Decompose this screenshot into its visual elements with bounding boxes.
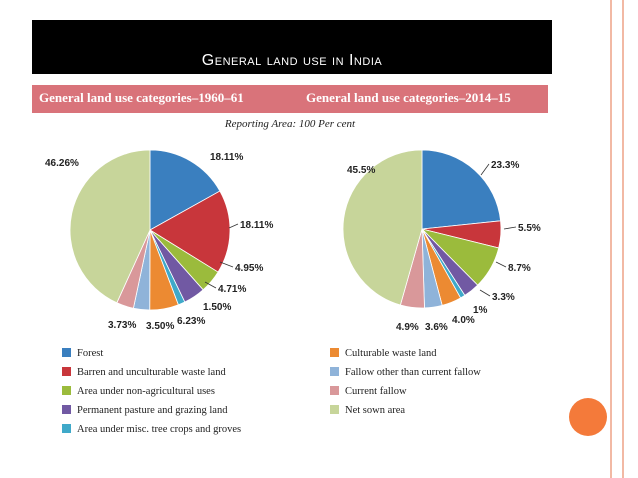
label-leader-pasture — [479, 289, 491, 297]
legend: Forest Barren and unculturable waste land… — [62, 348, 481, 435]
legend-swatch-current_fallow — [330, 386, 339, 395]
data-label-pasture: 3.3% — [492, 292, 515, 303]
legend-swatch-barren — [62, 367, 71, 376]
data-label-non_agri: 8.7% — [508, 263, 531, 274]
legend-swatch-forest — [62, 348, 71, 357]
slide-title: General land use in India — [201, 52, 383, 69]
label-leader-forest — [480, 163, 490, 176]
chart-subtitle: Reporting Area: 100 Per cent — [224, 118, 356, 130]
data-label-fallow_other: 3.6% — [425, 322, 448, 333]
pie-slice-net_sown — [342, 149, 423, 306]
legend-label-fallow_other: Fallow other than current fallow — [345, 367, 481, 378]
band-left-title: General land use categories–1960–61 — [39, 90, 244, 105]
legend-swatch-pasture — [62, 405, 71, 414]
data-label-forest: 18.11% — [210, 152, 243, 163]
pie-chart-2: 23.3% 5.5% 8.7% 3.3% 1%4.0% 3.6% 4.9% 45.5% — [342, 149, 541, 333]
legend-label-tree_crops: Area under misc. tree crops and groves — [77, 424, 241, 435]
decorative-orange-dot — [569, 398, 607, 436]
rail-left — [610, 0, 612, 478]
pie-chart-1: 18.11% 18.11% 4.95% 4.71% 1.50% 6.23%3.50% 3.7… — [45, 149, 273, 332]
label-leader-non_agri — [495, 261, 507, 268]
pie-slice-forest — [149, 149, 221, 231]
legend-swatch-non_agri — [62, 386, 71, 395]
data-label-tree_crops: 1% — [473, 305, 488, 316]
data-label-barren: 18.11% — [240, 220, 273, 231]
data-label-net_sown: 46.26% — [45, 158, 79, 169]
legend-label-culturable_waste: Culturable waste land — [345, 348, 437, 359]
data-label-current_fallow: 4.9% — [396, 322, 419, 333]
data-label-forest: 23.3% — [491, 160, 519, 171]
legend-label-pasture: Permanent pasture and grazing land — [77, 405, 228, 416]
legend-label-current_fallow: Current fallow — [345, 386, 407, 397]
legend-swatch-net_sown — [330, 405, 339, 414]
band-right-title: General land use categories–2014–15 — [306, 90, 511, 105]
data-label-fallow_other: 3.50% — [146, 321, 174, 332]
data-label-culturable_waste: 6.23% — [177, 316, 205, 327]
data-label-tree_crops: 1.50% — [203, 302, 231, 313]
legend-swatch-fallow_other — [330, 367, 339, 376]
rail-right — [622, 0, 624, 478]
pie-slice-forest — [421, 149, 502, 230]
category-band: General land use categories–1960–61 Gene… — [32, 85, 548, 113]
legend-label-non_agri: Area under non-agricultural uses — [77, 386, 215, 397]
slide-title-bar: General land use in India — [32, 20, 552, 74]
pie-slice-net_sown — [69, 149, 151, 304]
pie-slice-barren — [149, 190, 231, 273]
data-label-non_agri: 4.95% — [235, 263, 263, 274]
label-leader-pasture — [204, 281, 217, 289]
label-leader-barren — [503, 226, 517, 230]
label-leader-non_agri — [219, 261, 234, 268]
legend-label-forest: Forest — [77, 348, 103, 359]
data-label-pasture: 4.71% — [218, 284, 246, 295]
data-label-barren: 5.5% — [518, 223, 541, 234]
legend-swatch-tree_crops — [62, 424, 71, 433]
data-label-culturable_waste: 4.0% — [452, 315, 475, 326]
label-leader-barren — [228, 223, 239, 229]
legend-swatch-culturable_waste — [330, 348, 339, 357]
data-label-net_sown: 45.5% — [347, 165, 375, 176]
data-label-current_fallow: 3.73% — [108, 320, 136, 331]
legend-label-net_sown: Net sown area — [345, 405, 405, 416]
legend-label-barren: Barren and unculturable waste land — [77, 367, 226, 378]
